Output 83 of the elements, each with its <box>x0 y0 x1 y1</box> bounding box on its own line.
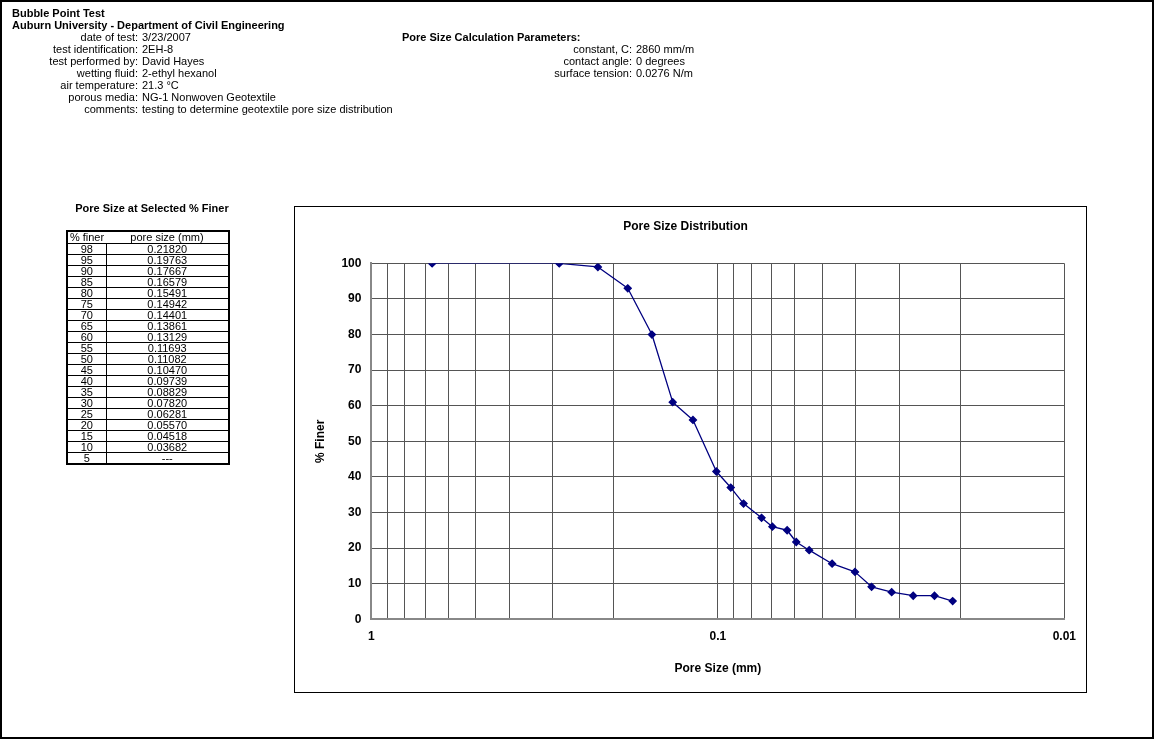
text: 10 <box>67 441 106 453</box>
text: 30 <box>67 397 106 409</box>
text: 98 <box>67 243 106 255</box>
text: Pore Size at Selected % Finer <box>74 202 230 214</box>
text: constant, C: <box>572 43 633 55</box>
text: pore size (mm) <box>129 231 205 244</box>
text: 21.3 °C <box>142 79 179 91</box>
x-tick-label: 0.1 <box>709 628 727 643</box>
text: contact angle: <box>562 55 633 67</box>
text: 0.13129 <box>106 331 229 343</box>
text: 25 <box>67 408 106 420</box>
text: 60 <box>67 331 106 343</box>
text: 0.0276 N/m <box>636 67 693 79</box>
text: 85 <box>67 276 106 288</box>
text: 40 <box>67 375 106 387</box>
y-axis-title: % Finer <box>312 419 327 463</box>
y-tick-label: 40 <box>348 469 362 484</box>
text: 0.10470 <box>106 364 229 376</box>
text: 95 <box>67 254 106 266</box>
text: date of test: <box>79 31 139 43</box>
text: 0.08829 <box>106 386 229 398</box>
text: 15 <box>67 430 106 442</box>
text: 2EH-8 <box>142 43 174 55</box>
text: --- <box>106 452 229 464</box>
text: surface tension: <box>553 67 633 79</box>
text: testing to determine geotextile pore size distribution <box>142 103 393 115</box>
text: 0.11082 <box>106 353 229 365</box>
text: 0.09739 <box>106 375 229 387</box>
text: comments: <box>83 103 139 115</box>
y-tick-label: 30 <box>348 504 362 519</box>
text: 0.16579 <box>106 276 229 288</box>
text: 2-ethyl hexanol <box>142 67 217 79</box>
text: 0.03682 <box>106 441 229 453</box>
y-tick-label: 90 <box>348 291 362 306</box>
text: 0.06281 <box>106 408 229 420</box>
text: 90 <box>67 265 106 277</box>
y-tick-label: 0 <box>354 611 362 626</box>
text: 0 degrees <box>636 55 685 67</box>
text: wetting fluid: <box>75 67 139 79</box>
y-tick-label: 50 <box>348 433 362 448</box>
text: 55 <box>67 342 106 354</box>
text: 0.04518 <box>106 430 229 442</box>
x-axis-title: Pore Size (mm) <box>674 661 762 676</box>
text: NG-1 Nonwoven Geotextile <box>142 91 276 103</box>
text: 0.05570 <box>106 419 229 431</box>
text: 0.21820 <box>106 243 229 255</box>
text: Bubble Point Test <box>12 7 106 19</box>
y-tick-label: 10 <box>348 575 362 590</box>
text: test performed by: <box>48 55 139 67</box>
y-tick-label: 60 <box>348 398 362 413</box>
y-tick-label: 70 <box>348 362 362 377</box>
text: 3/23/2007 <box>142 31 191 43</box>
text: Auburn University - Department of Civil Engineering <box>12 19 286 31</box>
chart-title: Pore Size Distribution <box>623 218 748 233</box>
text: David Hayes <box>142 55 205 67</box>
text: % finer <box>68 231 106 244</box>
text: 5 <box>67 452 106 464</box>
text: 45 <box>67 364 106 376</box>
y-tick-label: 80 <box>348 326 362 341</box>
text: 80 <box>67 287 106 299</box>
text: Pore Size Calculation Parameters: <box>402 31 582 43</box>
text: 75 <box>67 298 106 310</box>
y-tick-label: 100 <box>341 255 362 270</box>
x-tick-label: 1 <box>368 628 376 643</box>
y-tick-label: 20 <box>348 540 362 555</box>
text: 0.07820 <box>106 397 229 409</box>
text: 0.11693 <box>106 342 229 354</box>
text: 0.15491 <box>106 287 229 299</box>
text: 65 <box>67 320 106 332</box>
text: 0.17667 <box>106 265 229 277</box>
text: 50 <box>67 353 106 365</box>
text: 2860 mm/m <box>636 43 695 55</box>
text: 0.13861 <box>106 320 229 332</box>
text: 0.14401 <box>106 309 229 321</box>
text: porous media: <box>67 91 139 103</box>
text: 0.19763 <box>106 254 229 266</box>
x-tick-label: 0.01 <box>1052 628 1077 643</box>
text: 70 <box>67 309 106 321</box>
text: air temperature: <box>59 79 139 91</box>
text: 35 <box>67 386 106 398</box>
text: 0.14942 <box>106 298 229 310</box>
text: 20 <box>67 419 106 431</box>
text: test identification: <box>52 43 139 55</box>
